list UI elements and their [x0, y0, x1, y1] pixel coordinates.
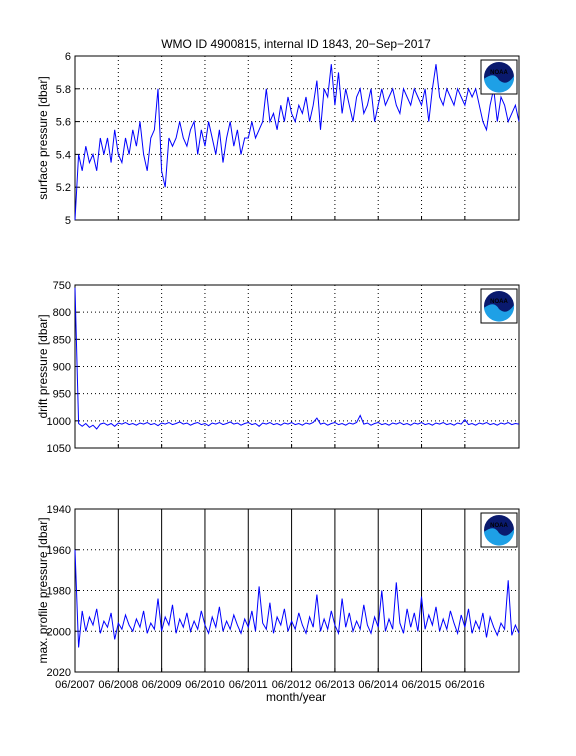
plot-area: [74, 55, 520, 221]
plot-surface-pressure: 5 5.2 5.4 5.6 5.8 6 surface pressure [dbar] NOA…: [36, 51, 520, 227]
x-tick-label: 06/2014: [358, 679, 398, 691]
logo-text: NOAA: [490, 70, 508, 76]
plot-area: [74, 284, 520, 449]
y-tick-label: 5.8: [56, 84, 71, 96]
noaa-logo: NOAA: [480, 512, 518, 548]
x-tick-label: 06/2015: [402, 679, 442, 691]
y-tick-label: 5.6: [56, 117, 71, 129]
y-tick-label: 1940: [47, 504, 71, 516]
x-tick-label: 06/2008: [98, 679, 138, 691]
x-tick-label: 06/2009: [142, 679, 182, 691]
y-tick-label: 1000: [47, 416, 71, 428]
y-axis-label: surface pressure [dbar]: [36, 76, 50, 199]
y-tick-label: 2000: [47, 626, 71, 638]
x-tick-label: 06/2007: [55, 679, 95, 691]
y-tick-label: 5.2: [56, 182, 71, 194]
logo-wave: [484, 75, 515, 93]
data-series-line: [74, 287, 520, 430]
plot-area: [74, 508, 520, 673]
y-tick-label: 6: [65, 51, 71, 63]
y-tick-label: 5: [65, 215, 71, 227]
logo-wave: [484, 304, 515, 322]
x-tick-label: 06/2011: [229, 679, 268, 691]
plot-max-profile-pressure: 1940 1960 1980 2000 2020 max. profile pressur…: [36, 504, 520, 691]
data-series-line: [74, 64, 520, 221]
noaa-logo: NOAA: [480, 288, 518, 324]
y-axis-label: max. profile pressure [dbar]: [36, 517, 50, 663]
y-tick-label: 1050: [47, 443, 71, 455]
logo-wave: [484, 528, 515, 546]
x-tick-label: 06/2016: [445, 679, 485, 691]
y-tick-label: 1980: [47, 586, 71, 598]
y-tick-label: 750: [53, 280, 71, 292]
y-tick-label: 5.4: [56, 149, 71, 161]
x-axis-label: month/year: [266, 690, 326, 704]
x-tick-label: 06/2012: [272, 679, 312, 691]
y-tick-label: 950: [53, 389, 71, 401]
y-tick-label: 1960: [47, 545, 71, 557]
figure-title: WMO ID 4900815, internal ID 1843, 20−Sep…: [161, 37, 431, 51]
y-tick-label: 2020: [47, 667, 71, 679]
y-tick-label: 800: [53, 307, 71, 319]
logo-text: NOAA: [490, 523, 508, 529]
plot-drift-pressure: 750 800 850 900 950 1000 1050 drift pressure [d…: [36, 280, 520, 455]
noaa-logo: NOAA: [480, 59, 518, 95]
y-tick-label: 850: [53, 334, 71, 346]
logo-text: NOAA: [490, 299, 508, 305]
x-tick-label: 06/2010: [185, 679, 225, 691]
x-tick-label: 06/2013: [315, 679, 355, 691]
y-tick-label: 900: [53, 362, 71, 374]
y-axis-label: drift pressure [dbar]: [36, 314, 50, 418]
data-series-line: [74, 549, 520, 648]
